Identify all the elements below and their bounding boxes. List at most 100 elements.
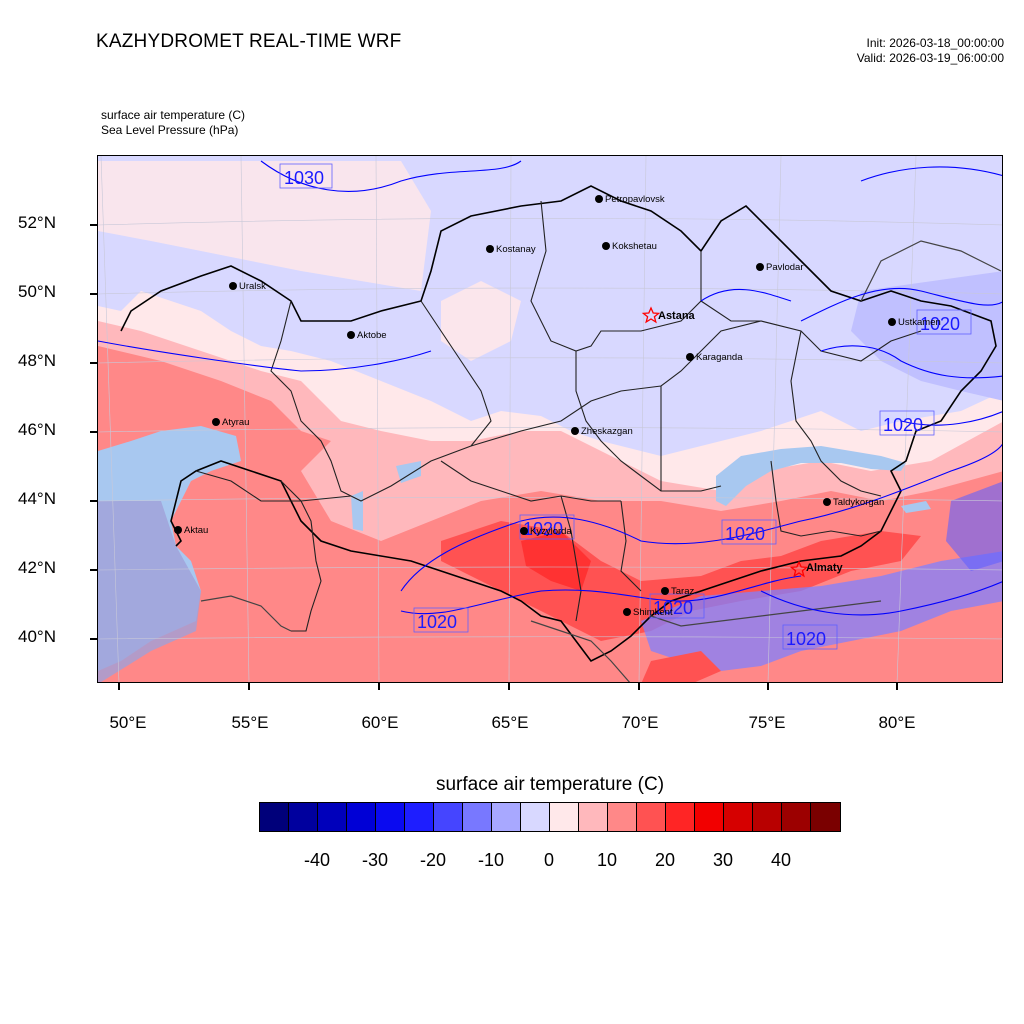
lat-tick: [90, 638, 97, 640]
city-aktobe: Aktobe: [347, 330, 387, 341]
colorbar-swatch: [347, 803, 376, 831]
svg-text:Aktau: Aktau: [184, 525, 208, 536]
colorbar-label: 10: [596, 850, 618, 870]
svg-text:Kokshetau: Kokshetau: [612, 241, 657, 252]
city-petropavlovsk: Petropavlovsk: [595, 194, 665, 205]
colorbar-swatch: [318, 803, 347, 831]
colorbar-label: 0: [543, 850, 555, 870]
city-shimkent: Shimkent: [623, 607, 673, 618]
city-atyrau: Atyrau: [212, 417, 249, 428]
colorbar-swatch: [550, 803, 579, 831]
lat-tick: [90, 431, 97, 433]
svg-text:Karaganda: Karaganda: [696, 352, 743, 363]
isobars: [98, 160, 1002, 616]
city-almaty: Almaty: [789, 560, 844, 578]
lat-tick: [90, 293, 97, 295]
isobar-label: 1020: [523, 519, 563, 539]
colorbar-swatch: [405, 803, 434, 831]
svg-text:Atyrau: Atyrau: [222, 417, 249, 428]
city-kyzylorda: Kyzylorda: [520, 526, 572, 537]
svg-text:Zheskazgan: Zheskazgan: [581, 426, 633, 437]
lat-label-50: 50°N: [18, 282, 56, 301]
lon-label-55: 55°E: [231, 713, 269, 732]
colorbar-swatch: [666, 803, 695, 831]
city-karaganda: Karaganda: [686, 352, 743, 363]
lake-zaysan: [901, 501, 931, 513]
colorbar-swatch: [289, 803, 318, 831]
svg-text:Kyzylorda: Kyzylorda: [530, 526, 572, 537]
svg-text:Pavlodar: Pavlodar: [766, 262, 804, 273]
oblast-borders: [195, 200, 922, 632]
colorbar-label: 20: [654, 850, 676, 870]
lon-label-75: 75°E: [748, 713, 786, 732]
city-taldykorgan: Taldykorgan: [823, 497, 884, 508]
lon-tick: [248, 683, 250, 690]
city-astana: Astana: [641, 306, 696, 324]
temperature-pressure-map: 1030 1020 1020 1020 1020 1020 1020 1020 …: [98, 156, 1002, 682]
lon-label-80: 80°E: [878, 713, 916, 732]
lon-tick: [767, 683, 769, 690]
city-aktau: Aktau: [174, 525, 208, 536]
colorbar-swatch: [260, 803, 289, 831]
colorbar-swatch: [724, 803, 753, 831]
colorbar-label: 40: [770, 850, 792, 870]
lon-tick: [378, 683, 380, 690]
city-kostanay: Kostanay: [486, 244, 536, 255]
page-title: KAZHYDROMET REAL-TIME WRF: [96, 31, 402, 52]
colorbar-swatch: [753, 803, 782, 831]
svg-text:Almaty: Almaty: [806, 562, 844, 574]
city-markers: Uralsk Aktobe Kostanay Petropavlovsk Kok…: [174, 194, 941, 618]
lat-label-48: 48°N: [18, 351, 56, 370]
field-temperature: surface air temperature (C): [101, 108, 246, 122]
colorbar-label: -40: [303, 850, 331, 870]
city-taraz: Taraz: [661, 586, 694, 597]
warm-fergana: [641, 651, 721, 682]
colorbar-swatch: [608, 803, 637, 831]
colorbar-swatch: [579, 803, 608, 831]
isobar-label: 1020: [786, 629, 826, 649]
lon-tick: [896, 683, 898, 690]
colorbar-swatch: [637, 803, 666, 831]
isobar-label: 1020: [725, 524, 765, 544]
colorbar-swatch: [434, 803, 463, 831]
field-descriptions: surface air temperature (C) Sea Level Pr…: [101, 108, 245, 138]
city-uralsk: Uralsk: [229, 281, 266, 292]
svg-text:Kostanay: Kostanay: [496, 244, 536, 255]
svg-text:Aktobe: Aktobe: [357, 330, 387, 341]
lat-label-42: 42°N: [18, 558, 56, 577]
kazakhstan-border: [120, 185, 997, 663]
caspian-sea-south: [98, 501, 201, 682]
svg-text:Petropavlovsk: Petropavlovsk: [605, 194, 665, 205]
init-valid-times: Init: 2026-03-18_00:00:00 Valid: 2026-03…: [857, 36, 1004, 66]
svg-text:Uralsk: Uralsk: [239, 281, 266, 292]
cold-zone-kostanay: [441, 281, 521, 361]
colorbar-swatch: [782, 803, 811, 831]
isobar-label: 1020: [883, 415, 923, 435]
colorbar: [259, 802, 841, 832]
city-ustkamen: Ustkamen: [888, 317, 941, 328]
init-time: Init: 2026-03-18_00:00:00: [866, 36, 1004, 50]
isobar-label: 1020: [653, 598, 693, 618]
lake-balkhash: [716, 446, 906, 506]
isobar-label: 1020: [920, 314, 960, 334]
map-panel: 1030 1020 1020 1020 1020 1020 1020 1020 …: [97, 155, 1003, 683]
lat-tick: [90, 500, 97, 502]
lon-tick: [118, 683, 120, 690]
city-kokshetau: Kokshetau: [602, 241, 657, 252]
lat-tick: [90, 362, 97, 364]
neighbor-borders: [200, 240, 1002, 682]
colorbar-swatch: [811, 803, 840, 831]
colorbar-title: surface air temperature (C): [435, 774, 665, 795]
lon-label-50: 50°E: [109, 713, 147, 732]
lon-label-65: 65°E: [491, 713, 529, 732]
svg-text:Ustkamen: Ustkamen: [898, 317, 941, 328]
lat-tick: [90, 224, 97, 226]
svg-text:Taraz: Taraz: [671, 586, 694, 597]
city-zheskazgan: Zheskazgan: [571, 426, 633, 437]
svg-text:Astana: Astana: [658, 310, 696, 322]
colorbar-swatch: [521, 803, 550, 831]
cold-mountains-altai: [946, 481, 1002, 571]
lat-label-40: 40°N: [18, 627, 56, 646]
lat-label-46: 46°N: [18, 420, 56, 439]
graticule: [98, 156, 1002, 682]
